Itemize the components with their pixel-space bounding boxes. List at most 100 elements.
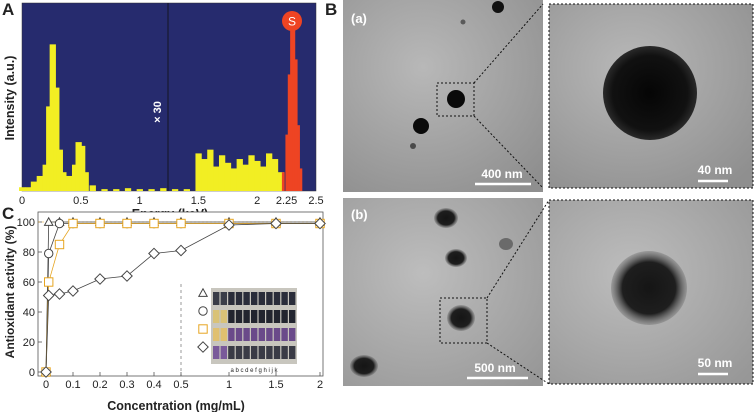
spectrum-bar-3 — [36, 175, 43, 191]
vial-3-0 — [213, 346, 220, 359]
micrograph-label-b: (b) — [351, 207, 368, 222]
vial-2-9 — [281, 328, 288, 341]
y-tick-2: 40 — [23, 307, 35, 319]
vial-photo-inset: a b c d e f g h i j k — [211, 288, 297, 374]
legend-markers — [197, 287, 209, 353]
vial-0-10 — [289, 292, 296, 305]
square-point-5 — [122, 218, 132, 229]
spectrum-bar-22 — [171, 189, 179, 191]
x-tick-2: 1 — [137, 195, 143, 207]
vial-3-9 — [281, 346, 288, 359]
y-tick-5: 100 — [17, 217, 35, 229]
diamond-point-10 — [314, 217, 326, 230]
diamond-point-4 — [94, 273, 106, 285]
zoom-region-box — [436, 82, 475, 117]
vial-3-5 — [251, 346, 258, 359]
x-tick-6: 2.5 — [308, 195, 323, 207]
vial-0-2 — [228, 292, 235, 305]
particle-zoom — [603, 46, 697, 140]
diamond-point-3 — [67, 285, 79, 297]
y-axis-title-c: Antioxidant activity (%) — [3, 226, 17, 359]
vial-1-8 — [273, 310, 281, 323]
vial-2-10 — [289, 328, 296, 341]
x-ticks: 0 0.1 0.2 0.3 0.4 0.5 1 1.5 2 — [43, 372, 323, 391]
x-tick-label-5: 0.5 — [173, 379, 188, 391]
sulfur-peak — [281, 16, 303, 192]
diamond-point-0 — [40, 366, 52, 378]
spectrum-bar-33 — [248, 155, 255, 191]
peak-bar-1 — [285, 134, 289, 191]
vial-3-6 — [258, 346, 265, 359]
x-tick-label-0: 0 — [43, 379, 49, 391]
spectrum-bar-26 — [207, 149, 214, 191]
spectrum-bar-7 — [53, 87, 60, 191]
scale-label-b-zoom: 50 nm — [698, 356, 733, 370]
element-badge-label: S — [288, 15, 296, 29]
element-badge — [282, 11, 302, 31]
square-point-2 — [54, 239, 65, 250]
particle — [447, 305, 475, 331]
particle — [413, 118, 429, 134]
peak-bar-2 — [287, 74, 291, 191]
series-lines — [40, 216, 326, 378]
spectrum-bar-36 — [266, 153, 273, 191]
spectrum-bar-16 — [101, 189, 108, 191]
vial-1-3 — [235, 310, 243, 323]
spectrum-bar-13 — [79, 145, 86, 191]
spectrum-bar-20 — [148, 189, 155, 191]
particle — [460, 19, 466, 25]
peak-bar-4 — [292, 16, 296, 191]
micrograph-a — [343, 0, 543, 192]
spectrum-bar-28 — [218, 155, 226, 191]
vial-2-5 — [251, 328, 258, 341]
x-tick-label-6: 1 — [226, 379, 232, 391]
vial-2-7 — [266, 328, 273, 341]
vial-0-1 — [220, 292, 227, 305]
square-point-3 — [68, 218, 78, 229]
legend-square-icon — [198, 324, 208, 334]
vial-1-10 — [289, 310, 296, 323]
vial-0-0 — [213, 292, 220, 305]
peak-bar-3 — [290, 21, 293, 191]
vial-2-8 — [273, 328, 281, 341]
spectrum-bar-31 — [236, 159, 243, 191]
particle-zoom — [611, 251, 687, 325]
vial-3-4 — [243, 346, 250, 359]
particle — [492, 1, 504, 13]
spectrum-bar-37 — [271, 159, 279, 191]
vial-1-1 — [220, 310, 227, 323]
spectrum-bar-17 — [113, 189, 120, 191]
vial-0-7 — [266, 292, 273, 305]
antioxidant-chart: 0 20 40 60 80 100 0 0.1 0.2 0.3 0.4 0.5 1 1.5 2 a b c… — [3, 211, 326, 412]
x-tick-label-2: 0.2 — [92, 379, 107, 391]
spectrum-bar-5 — [46, 106, 53, 191]
y-tick-4: 80 — [23, 247, 35, 259]
particle — [410, 143, 416, 149]
y-tick-3: 60 — [23, 277, 35, 289]
peak-bar-0 — [281, 172, 285, 191]
scale-label-a-zoom: 40 nm — [698, 163, 733, 177]
diamond-point-5 — [121, 270, 133, 282]
x-tick-label-4: 0.4 — [146, 379, 161, 391]
vial-2-6 — [258, 328, 265, 341]
diamond-point-2 — [53, 288, 66, 300]
inset-lane-letters: a b c d e f g h i j k — [230, 368, 278, 374]
square-point-7 — [176, 218, 186, 229]
spectrum-bar-18 — [124, 188, 132, 191]
spectrum-bar-24 — [195, 153, 202, 191]
spectrum-bar-10 — [66, 175, 73, 191]
particle — [499, 238, 513, 250]
vial-3-7 — [266, 346, 273, 359]
particle — [434, 208, 458, 228]
legend-diamond-icon — [197, 341, 209, 353]
y-tick-1: 20 — [23, 337, 35, 349]
vial-0-3 — [235, 292, 243, 305]
vial-2-1 — [220, 328, 227, 341]
vial-1-7 — [266, 310, 273, 323]
vial-0-9 — [281, 292, 288, 305]
spectrum-bar-9 — [60, 172, 67, 191]
vial-2-4 — [243, 328, 250, 341]
spectrum-bar-19 — [136, 189, 143, 191]
x-tick-1: 0.5 — [73, 195, 88, 207]
tem-micrographs: (a) 400 nm 40 nm (b) 500 nm 50 nm — [343, 0, 754, 386]
